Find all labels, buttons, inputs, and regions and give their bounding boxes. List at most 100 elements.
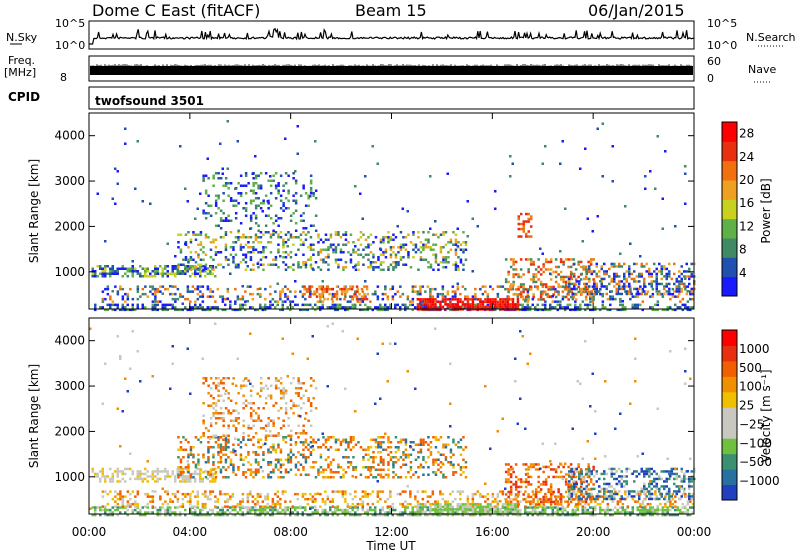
echo-cell: [280, 397, 283, 400]
echo-cell: [562, 276, 565, 279]
echo-cell: [509, 175, 512, 178]
echo-cell: [397, 290, 400, 293]
echo-cell: [361, 288, 364, 291]
echo-cell: [520, 293, 523, 296]
echo-cell: [215, 377, 218, 380]
echo-cell: [240, 185, 243, 188]
echo-cell: [152, 473, 155, 476]
echo-cell: [520, 283, 523, 286]
echo-cell: [122, 295, 125, 298]
echo-cell: [182, 295, 185, 298]
echo-cell: [664, 495, 667, 498]
echo-cell: [530, 263, 533, 266]
echo-cell: [555, 266, 558, 269]
echo-cell: [222, 382, 225, 385]
echo-cell: [370, 234, 373, 237]
echo-cell: [280, 236, 283, 239]
echo-cell: [212, 456, 215, 459]
echo-cell: [164, 470, 167, 473]
echo-cell: [510, 298, 513, 301]
echo-cell: [542, 511, 545, 514]
echo-cell: [97, 506, 100, 509]
echo-cell: [280, 217, 283, 220]
echo-cell: [510, 488, 513, 491]
echo-cell: [387, 266, 390, 269]
echo-cell: [349, 306, 352, 309]
echo-cell: [159, 511, 162, 514]
echo-cell: [587, 261, 590, 264]
echo-cell: [369, 493, 372, 496]
echo-cell: [437, 264, 440, 267]
echo-cell: [624, 511, 627, 514]
echo-cell: [149, 273, 152, 276]
echo-cell: [658, 293, 661, 296]
echo-cell: [410, 441, 413, 444]
echo-cell: [240, 441, 243, 444]
echo-cell: [195, 464, 198, 467]
echo-cell: [139, 470, 142, 473]
echo-cell: [262, 387, 265, 390]
echo-cell: [542, 266, 545, 269]
echo-cell: [336, 285, 339, 288]
echo-cell: [382, 436, 385, 439]
echo-cell: [447, 511, 450, 513]
echo-cell: [364, 490, 367, 493]
echo-cell: [353, 295, 356, 298]
echo-cell: [400, 441, 403, 444]
echo-cell: [372, 145, 375, 148]
echo-cell: [309, 304, 312, 307]
echo-cell: [192, 231, 195, 234]
echo-cell: [184, 298, 187, 301]
echo-cell: [417, 231, 420, 234]
echo-cell: [359, 503, 362, 506]
echo-cell: [219, 493, 222, 496]
echo-cell: [180, 466, 183, 469]
echo-cell: [457, 446, 460, 449]
echo-cell: [613, 265, 616, 268]
echo-cell: [387, 239, 390, 242]
echo-cell: [412, 298, 415, 301]
echo-cell: [240, 261, 243, 264]
echo-cell: [99, 480, 102, 483]
echo-cell: [119, 498, 122, 501]
echo-cell: [532, 304, 535, 307]
echo-cell: [672, 503, 675, 506]
echo-cell: [389, 493, 392, 496]
echo-cell: [510, 493, 513, 496]
echo-cell: [385, 236, 388, 239]
echo-cell: [347, 511, 350, 514]
echo-cell: [249, 506, 252, 509]
echo-cell: [509, 155, 512, 158]
echo-cell: [659, 503, 662, 506]
echo-cell: [365, 476, 368, 479]
echo-cell: [302, 264, 305, 267]
echo-cell: [222, 173, 225, 176]
echo-cell: [616, 290, 619, 293]
echo-cell: [419, 290, 422, 293]
echo-cell: [547, 268, 550, 271]
echo-cell: [319, 298, 322, 301]
echo-cell: [232, 256, 235, 259]
echo-cell: [613, 280, 616, 283]
echo-cell: [262, 459, 265, 462]
echo-cell: [297, 261, 300, 264]
echo-cell: [262, 246, 265, 249]
echo-cell: [540, 298, 543, 301]
echo-cell: [252, 246, 255, 249]
echo-cell: [227, 187, 230, 190]
echo-cell: [637, 290, 640, 293]
echo-cell: [407, 295, 410, 298]
nsearch-tick-top: 10^5: [707, 17, 737, 30]
echo-cell: [267, 461, 270, 464]
echo-cell: [279, 290, 282, 293]
echo-cell: [429, 293, 432, 296]
echo-cell: [377, 441, 380, 444]
echo-cell: [482, 511, 485, 513]
echo-cell: [222, 466, 225, 469]
echo-cell: [616, 265, 619, 268]
echo-cell: [382, 476, 385, 479]
echo-cell: [152, 285, 155, 288]
echo-cell: [326, 285, 329, 288]
echo-cell: [487, 298, 490, 301]
echo-cell: [474, 306, 477, 309]
